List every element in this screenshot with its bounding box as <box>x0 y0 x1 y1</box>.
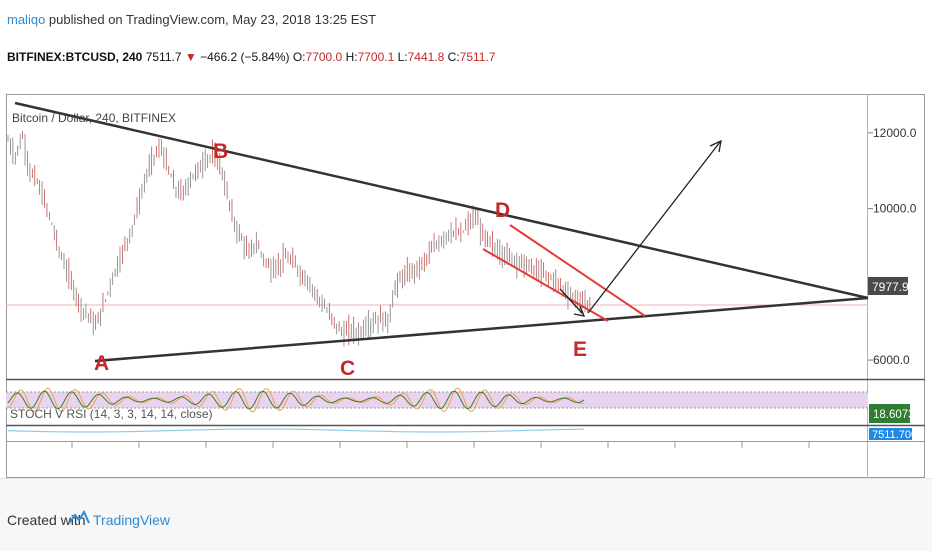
created-with-text: Created with <box>7 512 86 528</box>
second-indicator-pane[interactable]: 7511.7000 <box>7 428 923 441</box>
stoch-lines <box>7 387 585 413</box>
channel-upper-line[interactable] <box>509 224 646 317</box>
price-axis[interactable]: 12000.0 10000.0 6000.0 <box>868 126 917 367</box>
low-label: L: <box>397 50 408 64</box>
tradingview-logo-icon[interactable] <box>68 509 90 527</box>
indicator-title: STOCH V RSI (14, 3, 3, 14, 14, close) <box>10 407 213 421</box>
pattern-labels: A B C D E <box>94 140 587 380</box>
publish-text: published on TradingView.com, May 23, 20… <box>48 12 377 27</box>
pattern-label-b: B <box>213 140 228 163</box>
indicator-value-tag <box>869 404 910 423</box>
current-price-value: 7977.9 <box>872 280 909 294</box>
author-link[interactable]: maliqo <box>7 12 46 27</box>
current-price-tag-bg <box>868 277 908 295</box>
lower-trendline[interactable] <box>94 296 869 363</box>
chart-frame <box>6 94 925 478</box>
y-tick-label: 12000.0 <box>873 126 917 140</box>
time-axis <box>71 442 810 448</box>
footer: Created with TradingView <box>0 478 932 551</box>
last-price: 7511.7 <box>145 50 182 64</box>
tradingview-brand[interactable]: TradingView <box>93 512 171 528</box>
pattern-label-c: C <box>340 357 355 380</box>
high-value: 7700.1 <box>357 50 395 64</box>
upper-trendline[interactable] <box>14 101 869 300</box>
stoch-rsi-pane[interactable]: STOCH V RSI (14, 3, 3, 14, 14, close) 18… <box>6 387 915 423</box>
symbol-info-bar: BITFINEX:BTCUSD, 240 7511.7 ▼ −466.2 (−5… <box>7 50 495 64</box>
high-label: H: <box>345 50 358 64</box>
second-indicator-value: 7511.7000 <box>872 429 923 441</box>
pattern-label-a: A <box>94 352 109 375</box>
drawings-layer <box>14 101 869 363</box>
open-value: 7700.0 <box>305 50 343 64</box>
second-indicator-line <box>7 428 584 433</box>
low-value: 7441.8 <box>407 50 445 64</box>
symbol-label[interactable]: BITFINEX:BTCUSD, 240 <box>7 50 143 64</box>
target-arrow[interactable] <box>587 141 721 314</box>
price-change: −466.2 (−5.84%) <box>200 50 290 64</box>
arrow-head-icon <box>573 305 586 317</box>
stoch-k-line <box>7 390 585 410</box>
series-title: Bitcoin / Dollar, 240, BITFINEX <box>12 111 176 125</box>
channel-lower-line[interactable] <box>482 248 609 322</box>
price-series <box>7 130 591 347</box>
down-arrow-icon: ▼ <box>184 50 197 64</box>
target-arrow-head-icon <box>709 139 722 153</box>
y-tick-label: 10000.0 <box>873 202 917 216</box>
stoch-d-line <box>7 387 585 413</box>
second-indicator-tag <box>869 428 912 440</box>
publish-info: maliqo published on TradingView.com, May… <box>7 12 376 27</box>
indicator-value: 18.6073 <box>873 409 915 421</box>
pattern-label-e: E <box>573 338 587 361</box>
current-price-tag: 7977.9 <box>868 277 909 295</box>
close-value: 7511.7 <box>459 50 496 64</box>
y-tick-label: 6000.0 <box>873 353 910 367</box>
open-label: O: <box>292 50 306 64</box>
arrow-down-to-e[interactable] <box>559 288 584 315</box>
chart-canvas[interactable]: A B C D E Bitcoin / Dollar, 240, BITFINEX 12… <box>0 0 932 478</box>
close-label: C: <box>447 50 460 64</box>
pattern-label-d: D <box>495 199 510 222</box>
